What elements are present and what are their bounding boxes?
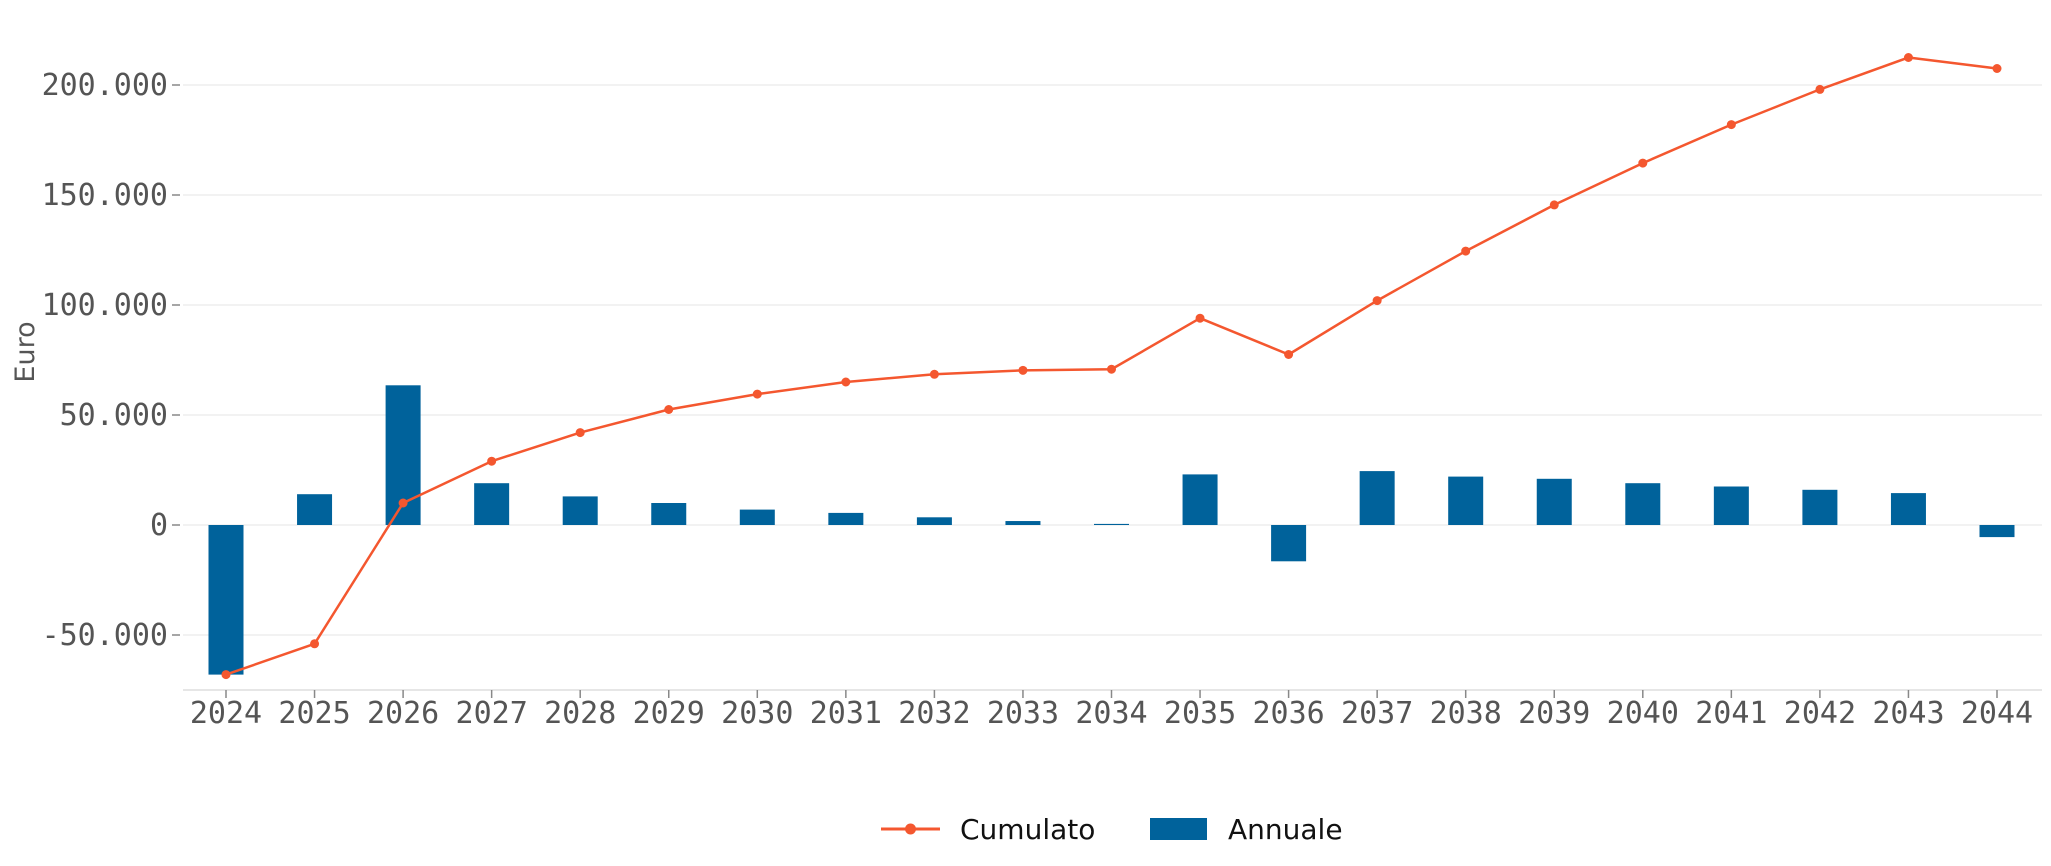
- point-cumulato-2034: [1107, 364, 1116, 374]
- point-cumulato-2024: [221, 670, 231, 680]
- bar-annuale-2042: [1802, 489, 1838, 525]
- point-cumulato-2036: [1284, 350, 1294, 359]
- legend: Cumulato Annuale: [881, 813, 1343, 846]
- bar-annuale-2038: [1448, 476, 1484, 525]
- bar-annuale-2025: [297, 494, 333, 525]
- y-tick-label: 150.000: [42, 178, 168, 213]
- y-tick-label: 0: [150, 508, 168, 543]
- bar-annuale-2035: [1182, 474, 1218, 525]
- point-cumulato-2029: [664, 405, 674, 414]
- legend-item-cumulato: Cumulato: [881, 813, 1095, 846]
- y-tick-label: 200.000: [42, 68, 168, 103]
- line-series-cumulato: [221, 53, 2002, 680]
- bar-annuale-2028: [562, 496, 598, 525]
- bar-series-annuale: [208, 385, 2015, 675]
- point-cumulato-2042: [1815, 84, 1825, 94]
- point-cumulato-2028: [575, 428, 585, 438]
- x-tick-label: 2036: [1252, 696, 1324, 731]
- bar-annuale-2037: [1359, 471, 1395, 525]
- x-tick-label: 2031: [810, 696, 882, 731]
- legend-item-annuale: Annuale: [1150, 813, 1343, 846]
- x-tick-label: 2030: [721, 696, 793, 731]
- bar-annuale-2029: [651, 503, 687, 525]
- bar-annuale-2043: [1890, 493, 1926, 525]
- x-tick-label: 2027: [456, 696, 528, 731]
- point-cumulato-2038: [1461, 246, 1471, 256]
- bar-annuale-2040: [1625, 483, 1661, 525]
- y-tick-label: 100.000: [42, 288, 168, 323]
- x-tick-label: 2042: [1784, 696, 1856, 731]
- x-tick-label: 2038: [1430, 696, 1502, 731]
- bar-annuale-2030: [739, 509, 775, 525]
- legend-bar-swatch: [1150, 818, 1207, 840]
- bar-annuale-2032: [916, 517, 952, 525]
- bar-annuale-2044: [1979, 525, 2015, 538]
- y-tick-label: -50.000: [42, 618, 168, 653]
- point-cumulato-2035: [1195, 313, 1205, 323]
- bar-annuale-2031: [828, 512, 864, 525]
- x-tick-label: 2032: [898, 696, 970, 731]
- point-cumulato-2037: [1372, 296, 1382, 306]
- x-tick-label: 2043: [1872, 696, 1944, 731]
- x-tick-label: 2028: [544, 696, 616, 731]
- point-cumulato-2041: [1726, 120, 1736, 130]
- y-axis-ticks: -50.000 0 50.000 100.000 150.000 200.000: [42, 68, 180, 653]
- x-tick-label: 2025: [278, 696, 350, 731]
- point-cumulato-2033: [1018, 365, 1028, 375]
- legend-label-annuale: Annuale: [1228, 813, 1343, 846]
- x-tick-label: 2041: [1695, 696, 1767, 731]
- gridlines: [183, 84, 2042, 636]
- x-tick-label: 2026: [367, 696, 439, 731]
- x-tick-label: 2024: [190, 696, 262, 731]
- legend-label-cumulato: Cumulato: [960, 813, 1095, 846]
- point-cumulato-2032: [929, 369, 939, 379]
- x-tick-label: 2035: [1164, 696, 1236, 731]
- point-cumulato-2025: [310, 639, 320, 649]
- point-cumulato-2030: [752, 389, 762, 399]
- x-axis-ticks: 2024 2025 2026 2027 2028 2029 2030 2031 2032 2033…: [190, 690, 2033, 731]
- y-axis-label: Euro: [10, 321, 41, 382]
- point-cumulato-2040: [1638, 158, 1648, 168]
- x-tick-label: 2037: [1341, 696, 1413, 731]
- bar-annuale-2041: [1713, 486, 1749, 525]
- point-cumulato-2031: [841, 377, 851, 387]
- x-tick-label: 2029: [633, 696, 705, 731]
- point-cumulato-2026: [398, 498, 408, 508]
- x-tick-label: 2039: [1518, 696, 1590, 731]
- y-tick-label: 50.000: [60, 398, 168, 433]
- bar-annuale-2036: [1271, 525, 1307, 562]
- point-cumulato-2027: [487, 456, 497, 466]
- x-tick-label: 2034: [1075, 696, 1147, 731]
- bar-annuale-2033: [1005, 521, 1041, 525]
- legend-marker-swatch: [905, 823, 916, 835]
- bar-annuale-2027: [474, 483, 510, 525]
- x-tick-label: 2044: [1961, 696, 2033, 731]
- point-cumulato-2039: [1549, 200, 1559, 210]
- x-tick-label: 2040: [1607, 696, 1679, 731]
- x-tick-label: 2033: [987, 696, 1059, 731]
- point-cumulato-2044: [1992, 64, 2002, 73]
- bar-annuale-2039: [1536, 478, 1572, 525]
- bar-annuale-2024: [208, 525, 244, 675]
- bar-annuale-2034: [1094, 523, 1129, 525]
- point-cumulato-2043: [1903, 53, 1913, 62]
